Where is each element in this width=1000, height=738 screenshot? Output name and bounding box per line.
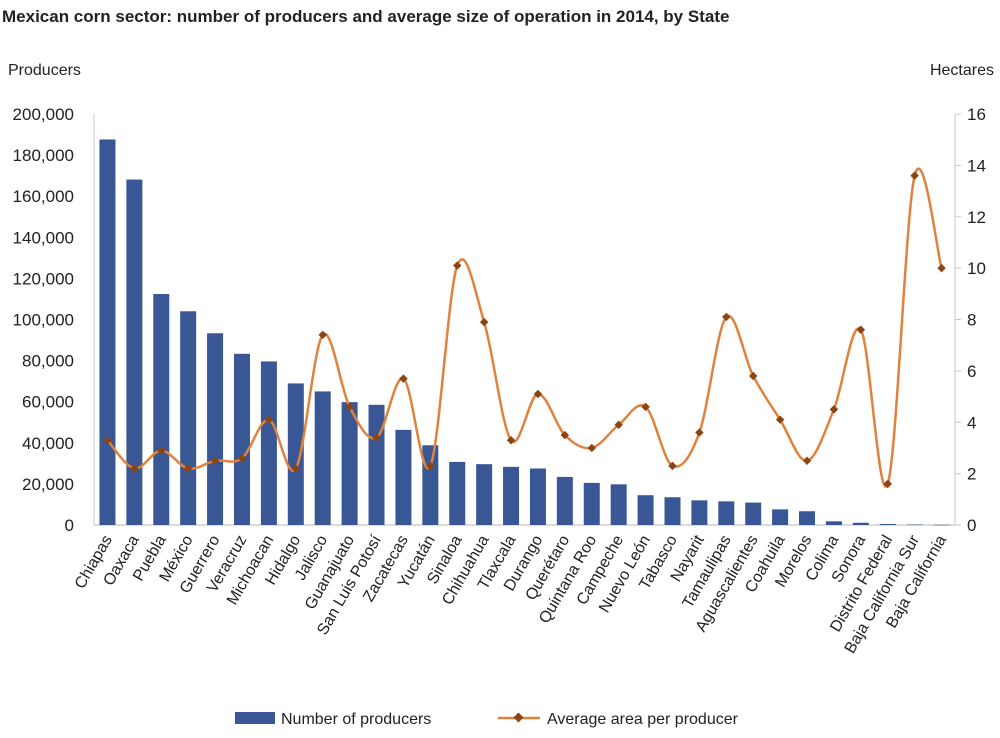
- right-tick-label: 14: [967, 156, 986, 175]
- bar-Tamaulipas: [718, 501, 735, 525]
- marker-Morelos: [802, 456, 812, 466]
- bar-San Luis Potosí: [368, 404, 385, 525]
- bar-Tlaxcala: [503, 466, 520, 525]
- marker-Colima: [829, 405, 839, 414]
- right-tick-label: 12: [967, 208, 986, 227]
- left-tick-label: 180,000: [13, 146, 74, 165]
- marker-Aguascalientes: [748, 371, 758, 381]
- line-series: [103, 167, 946, 489]
- legend-label-producers: Number of producers: [281, 711, 431, 728]
- marker-Nayarit: [695, 428, 704, 437]
- marker-Guerrero: [210, 456, 220, 466]
- bar-Yucatán: [422, 445, 439, 525]
- marker-Chiapas: [103, 435, 112, 445]
- axes: 0 20,000 40,000 60,000 80,000 100,000 120,000 1…: [13, 105, 986, 535]
- right-tick-label: 8: [967, 311, 976, 330]
- legend-label-area: Average area per producer: [547, 711, 739, 728]
- right-tick-label: 16: [967, 105, 986, 124]
- left-tick-label: 140,000: [13, 228, 74, 247]
- bar-Oaxaca: [126, 179, 143, 525]
- marker-Querétaro: [560, 430, 570, 440]
- bar-Aguascalientes: [745, 502, 762, 525]
- bar-Guerrero: [207, 333, 224, 525]
- marker-San Luis Potosí: [372, 433, 381, 442]
- bar-Tabasco: [664, 497, 681, 525]
- x-tick-labels: ChiapasOaxacaPueblaMéxicoGuerreroVeracru…: [72, 532, 950, 657]
- right-tick-label: 6: [967, 362, 976, 381]
- left-tick-label: 20,000: [22, 475, 74, 494]
- marker-Nuevo León: [641, 402, 650, 412]
- marker-Sonora: [856, 325, 866, 335]
- bars: [99, 139, 950, 526]
- marker-Guanajuato: [345, 402, 354, 412]
- bar-México: [180, 311, 197, 525]
- marker-Tamaulipas: [722, 312, 731, 322]
- left-tick-label: 120,000: [13, 269, 74, 288]
- left-tick-label: 200,000: [13, 105, 74, 124]
- left-tick-label: 40,000: [22, 434, 74, 453]
- marker-Jalisco: [318, 330, 327, 340]
- bar-Colima: [825, 521, 842, 525]
- bar-Baja California Sur: [906, 524, 923, 526]
- right-tick-label: 2: [967, 465, 976, 484]
- marker-México: [183, 464, 193, 473]
- bar-Chihuahua: [476, 464, 493, 525]
- chart-title: Mexican corn sector: number of producers…: [2, 7, 729, 26]
- legend-marker-area: [513, 712, 524, 723]
- marker-Puebla: [157, 446, 166, 455]
- marker-Tabasco: [668, 461, 677, 471]
- bar-Hidalgo: [287, 383, 304, 525]
- marker-Tlaxcala: [506, 435, 516, 445]
- marker-Yucatán: [426, 461, 435, 471]
- left-tick-label: 80,000: [22, 352, 74, 371]
- bar-Durango: [529, 468, 546, 525]
- bar-Nayarit: [691, 500, 708, 525]
- marker-Baja California Sur: [910, 171, 919, 180]
- marker-Quintana Roo: [587, 443, 597, 453]
- right-axis-label: Hectares: [930, 62, 994, 79]
- marker-Michoacan: [264, 415, 274, 424]
- right-tick-label: 4: [967, 413, 976, 432]
- left-tick-label: 160,000: [13, 187, 74, 206]
- bar-Baja California: [933, 524, 950, 526]
- bar-Veracruz: [233, 353, 250, 525]
- bar-Sinaloa: [449, 461, 466, 525]
- left-tick-label: 100,000: [13, 311, 74, 330]
- bar-Distrito Federal: [879, 523, 896, 525]
- marker-Distrito Federal: [883, 479, 892, 489]
- marker-Chihuahua: [479, 317, 489, 327]
- left-tick-label: 60,000: [22, 393, 74, 412]
- marker-Sinaloa: [452, 261, 462, 270]
- bar-Zacatecas: [395, 429, 412, 525]
- right-tick-label: 10: [967, 259, 986, 278]
- marker-Zacatecas: [399, 374, 408, 383]
- marker-Baja California: [937, 263, 946, 273]
- bar-Nuevo León: [637, 495, 654, 525]
- marker-Durango: [533, 389, 543, 399]
- bar-Chiapas: [99, 139, 116, 525]
- marker-Oaxaca: [130, 464, 139, 473]
- bar-Quintana Roo: [583, 482, 600, 525]
- marker-Campeche: [614, 420, 623, 430]
- legend: Number of producers Average area per pro…: [235, 711, 739, 728]
- bar-Querétaro: [556, 476, 573, 525]
- left-axis-label: Producers: [8, 62, 81, 79]
- left-tick-label: 0: [65, 516, 74, 535]
- bar-Michoacan: [260, 361, 277, 525]
- bar-Morelos: [799, 511, 816, 525]
- line-path: [106, 167, 943, 488]
- marker-Veracruz: [237, 453, 247, 463]
- marker-Hidalgo: [291, 464, 301, 473]
- right-tick-label: 0: [967, 516, 976, 535]
- bar-Coahuila: [772, 509, 789, 525]
- bar-Campeche: [610, 484, 627, 525]
- marker-Coahuila: [775, 415, 785, 424]
- legend-swatch-producers: [235, 712, 275, 724]
- bar-Sonora: [852, 522, 869, 525]
- bar-Jalisco: [314, 391, 331, 525]
- bar-Guanajuato: [341, 402, 358, 525]
- bar-Puebla: [153, 294, 170, 525]
